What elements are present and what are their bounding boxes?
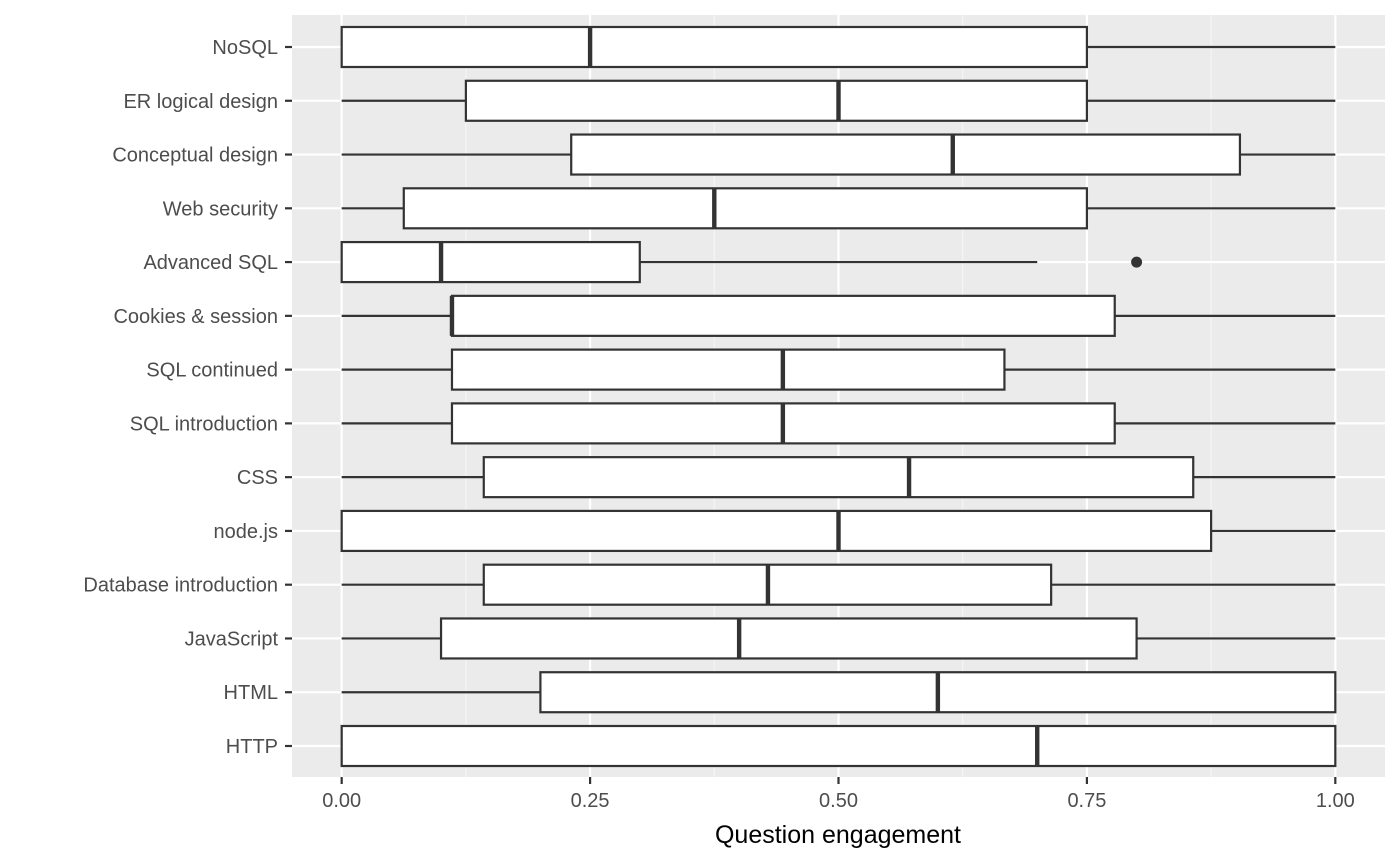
box-iqr <box>402 187 1089 230</box>
box-sql-continued <box>341 348 1336 391</box>
x-tick-label: 0.50 <box>819 790 858 812</box>
x-axis: 0.00 0.25 0.50 0.75 1.00 <box>322 777 1355 812</box>
box-iqr <box>450 348 1006 391</box>
box-er-logical-design <box>341 79 1336 122</box>
x-tick-label: 1.00 <box>1316 790 1355 812</box>
x-tick-label: 0.75 <box>1067 790 1106 812</box>
y-tick-label: Advanced SQL <box>143 252 278 274</box>
y-tick-label: node.js <box>214 521 279 543</box>
box-iqr <box>570 133 1242 176</box>
y-tick-label: HTTP <box>226 736 278 758</box>
box-iqr <box>340 25 1089 69</box>
box-sql-introduction <box>341 402 1336 445</box>
box-cookies-session <box>341 294 1336 337</box>
box-conceptual-design <box>341 133 1336 176</box>
box-css <box>341 456 1336 499</box>
y-tick-label: NoSQL <box>212 37 278 59</box>
y-tick-label: Conceptual design <box>112 145 278 167</box>
box-html <box>341 671 1337 714</box>
box-iqr <box>464 79 1089 122</box>
y-tick-label: ER logical design <box>123 91 278 113</box>
y-tick-label: CSS <box>237 467 278 489</box>
y-tick-label: Cookies & session <box>113 306 278 328</box>
box-iqr <box>439 617 1138 660</box>
outlier-point <box>1131 256 1143 268</box>
box-javascript <box>341 617 1336 660</box>
box-http <box>340 724 1337 768</box>
box-iqr <box>340 724 1337 768</box>
x-tick-label: 0.00 <box>322 790 361 812</box>
y-tick-label: JavaScript <box>185 628 279 650</box>
box-database-introduction <box>341 563 1336 606</box>
box-nosql <box>340 25 1336 69</box>
y-tick-label: Web security <box>163 198 278 220</box>
box-iqr <box>450 294 1116 337</box>
box-web-security <box>341 187 1336 230</box>
box-iqr <box>340 509 1213 553</box>
boxes <box>340 25 1337 768</box>
y-axis: NoSQL ER logical design Conceptual design W… <box>83 37 292 758</box>
y-tick-label: HTML <box>224 682 278 704</box>
x-axis-title: Question engagement <box>715 821 961 849</box>
y-tick-label: Database introduction <box>83 575 278 597</box>
box-advanced-sql <box>340 240 1143 284</box>
box-node-js <box>340 509 1336 553</box>
x-tick-label: 0.25 <box>571 790 610 812</box>
y-tick-label: SQL introduction <box>130 413 278 435</box>
box-iqr <box>340 240 641 284</box>
box-iqr <box>482 456 1195 499</box>
y-tick-label: SQL continued <box>146 360 278 382</box>
